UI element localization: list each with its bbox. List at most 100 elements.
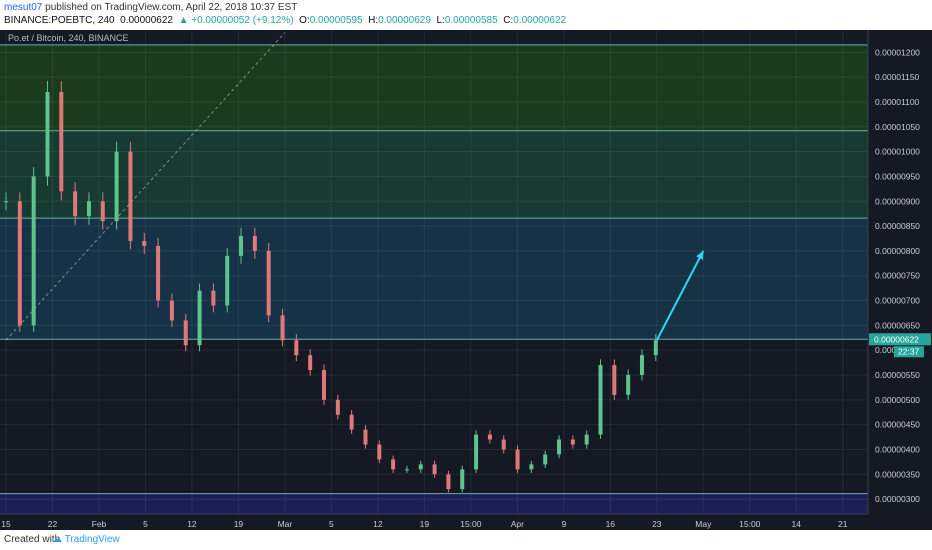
chart-title: Po.et / Bitcoin, 240, BINANCE [8,33,129,43]
candle-body [308,355,313,371]
x-tick-label: 19 [234,519,244,529]
candle-body [446,474,451,490]
publish-text: published on TradingView.com, April 22, … [42,2,298,13]
x-tick-label: 5 [143,519,148,529]
candle-body [557,439,562,455]
publish-info: mesut07 published on TradingView.com, Ap… [4,2,297,13]
candle-body [335,399,340,415]
candle-body [377,444,382,460]
candle-body [225,255,230,306]
candle-body [266,250,271,316]
y-tick-label: 0.00000450 [875,420,920,430]
candle-body [128,151,133,241]
candle-body [543,454,548,465]
x-tick-label: 5 [329,519,334,529]
symbol-interval: BINANCE:POEBTC, 240 [4,15,115,26]
candle-body [252,236,257,251]
open-value: 0.00000595 [309,15,363,26]
x-tick-label: 21 [838,519,848,529]
x-tick-label: 19 [420,519,430,529]
y-tick-label: 0.00001150 [875,72,920,82]
change-value: +0.00000052 (+9.12%) [191,15,294,26]
low-label: L: [436,15,445,26]
candle-body [31,176,36,326]
x-tick-label: Feb [92,519,107,529]
y-tick-label: 0.00000950 [875,171,920,181]
x-tick-label: 16 [606,519,616,529]
close-value: 0.00000622 [513,15,567,26]
candle-body [598,365,603,435]
candle-body [280,315,285,341]
up-arrow-icon: ▲ [178,15,189,26]
candle-body [653,340,658,356]
y-tick-label: 0.00000350 [875,469,920,479]
price-zone-3 [0,493,868,514]
low-value: 0.00000585 [444,15,498,26]
candle-body [59,92,64,192]
candle-body [529,464,534,470]
x-tick-label: 15:00 [460,519,482,529]
candle-body [570,439,575,445]
last-price: 0.00000622 [120,15,173,26]
y-tick-label: 0.00001100 [875,97,920,107]
x-tick-label: 15:00 [739,519,761,529]
x-tick-label: 12 [187,519,197,529]
chart-footer: Created with ☁ TradingView [0,530,932,550]
candle-body [460,469,465,490]
y-tick-label: 0.00000400 [875,444,920,454]
candle-body [515,449,520,470]
high-value: 0.00000629 [378,15,431,26]
countdown-badge [894,346,924,358]
candle-body [432,464,437,475]
tradingview-brand: TradingView [64,534,120,545]
candle-body [17,201,22,326]
y-tick-label: 0.00000300 [875,494,920,504]
candle-body [114,151,119,222]
y-tick-label: 0.00000800 [875,246,920,256]
candle-body [156,245,161,301]
current-price-label: 0.00000622 [874,334,919,344]
x-tick-label: Mar [278,519,293,529]
candle-body [239,236,244,256]
candle-body [487,434,492,440]
price-chart[interactable]: 0.00001200 0.00001150 0.00001100 0.00001050… [0,30,932,530]
countdown-label: 22:37 [898,346,920,356]
candle-body [391,459,396,470]
projection-arrow [655,250,705,341]
x-tick-label: 12 [373,519,383,529]
high-label: H: [368,15,379,26]
candle-body [169,300,174,321]
candle-body [100,201,105,222]
y-tick-label: 0.00000650 [875,320,920,330]
chart-header: mesut07 published on TradingView.com, Ap… [0,0,932,30]
y-tick-label: 0.00000750 [875,271,920,281]
close-label: C: [503,15,514,26]
candle-body [639,355,644,376]
candle-body [4,201,8,203]
x-tick-label: Apr [511,519,524,529]
candle-body [321,370,326,400]
open-label: O: [299,15,310,26]
candle-body [73,191,78,217]
created-with-text: Created with [4,534,61,545]
y-tick-label: 0.00000850 [875,221,920,231]
candle-body [612,365,617,395]
candle-body [474,434,479,470]
y-tick-label: 0.00000900 [875,196,920,206]
candle-body [294,340,299,356]
x-tick-label: 14 [792,519,802,529]
candle-body [86,201,91,217]
candle-body [197,290,202,346]
x-tick-label: 23 [652,519,662,529]
ohlc-legend: BINANCE:POEBTC, 240 0.00000622 ▲ +0.0000… [4,15,566,26]
candle-body [404,469,409,471]
author-link[interactable]: mesut07 [4,2,43,13]
y-tick-label: 0.00001000 [875,147,920,157]
tradingview-logo-icon[interactable]: ☁ TradingView [52,534,120,545]
y-tick-label: 0.00000700 [875,296,920,306]
candle-body [349,414,354,430]
x-tick-label: May [695,519,712,529]
price-axis[interactable] [868,30,932,530]
x-tick-label: 22 [48,519,58,529]
price-zone-0 [0,44,868,131]
